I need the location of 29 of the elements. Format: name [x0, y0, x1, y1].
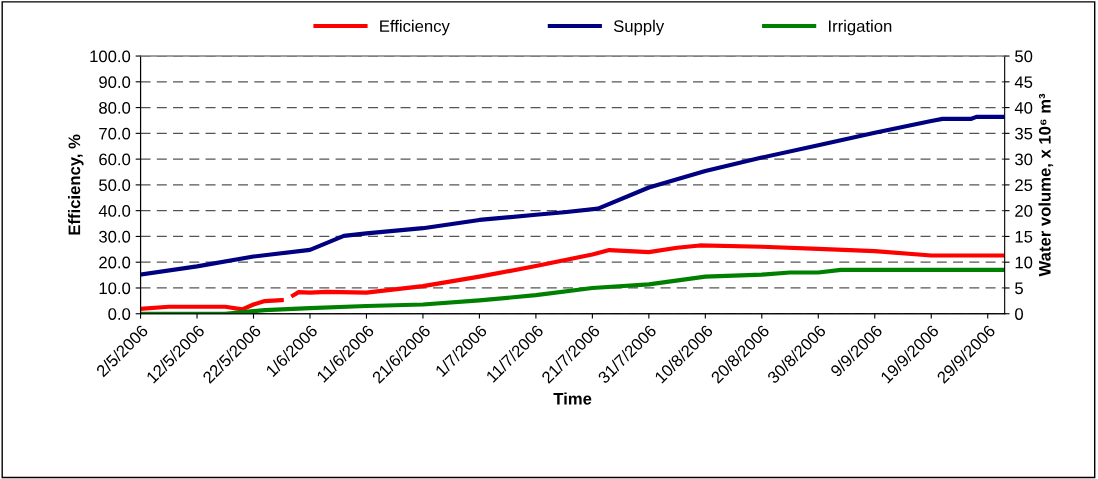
legend-label: Irrigation [829, 19, 892, 36]
y-tick-label: 80.0 [99, 101, 131, 114]
y-tick-label: 90.0 [99, 76, 131, 89]
y2-axis-title: Water volume, x 10⁶ m³ [1038, 93, 1054, 277]
y-tick-label: 30.0 [99, 230, 131, 243]
legend-label: Efficiency [380, 19, 450, 36]
y2-tick-label: 30 [1015, 153, 1033, 166]
y2-tick-label: 40 [1014, 101, 1033, 114]
legend-label: Supply [613, 19, 665, 36]
y2-tick-label: 10 [1015, 256, 1033, 269]
y2-tick-label: 15 [1015, 231, 1033, 243]
y-tick-label: 40.0 [98, 205, 131, 217]
y-axis-title: Efficiency, % [68, 134, 84, 235]
y2-tick-label: 20 [1015, 205, 1033, 217]
y2-tick-label: 25 [1015, 179, 1033, 192]
x-axis-title: Time [553, 392, 592, 405]
y-tick-label: 50.0 [99, 179, 131, 192]
y-tick-label: 0.0 [108, 308, 131, 320]
y2-tick-label: 0 [1015, 308, 1024, 320]
y2-tick-label: 45 [1014, 76, 1033, 89]
y2-tick-label: 35 [1015, 127, 1033, 140]
y-tick-label: 70.0 [99, 127, 131, 140]
y-tick-label: 60.0 [99, 153, 131, 166]
y-tick-label: 10.0 [99, 282, 131, 295]
y-tick-label: 100.0 [90, 50, 131, 63]
y2-tick-label: 5 [1015, 282, 1023, 295]
y2-tick-label: 50 [1015, 50, 1033, 63]
line-series [140, 114, 1005, 277]
y-tick-label: 20.0 [99, 256, 131, 269]
